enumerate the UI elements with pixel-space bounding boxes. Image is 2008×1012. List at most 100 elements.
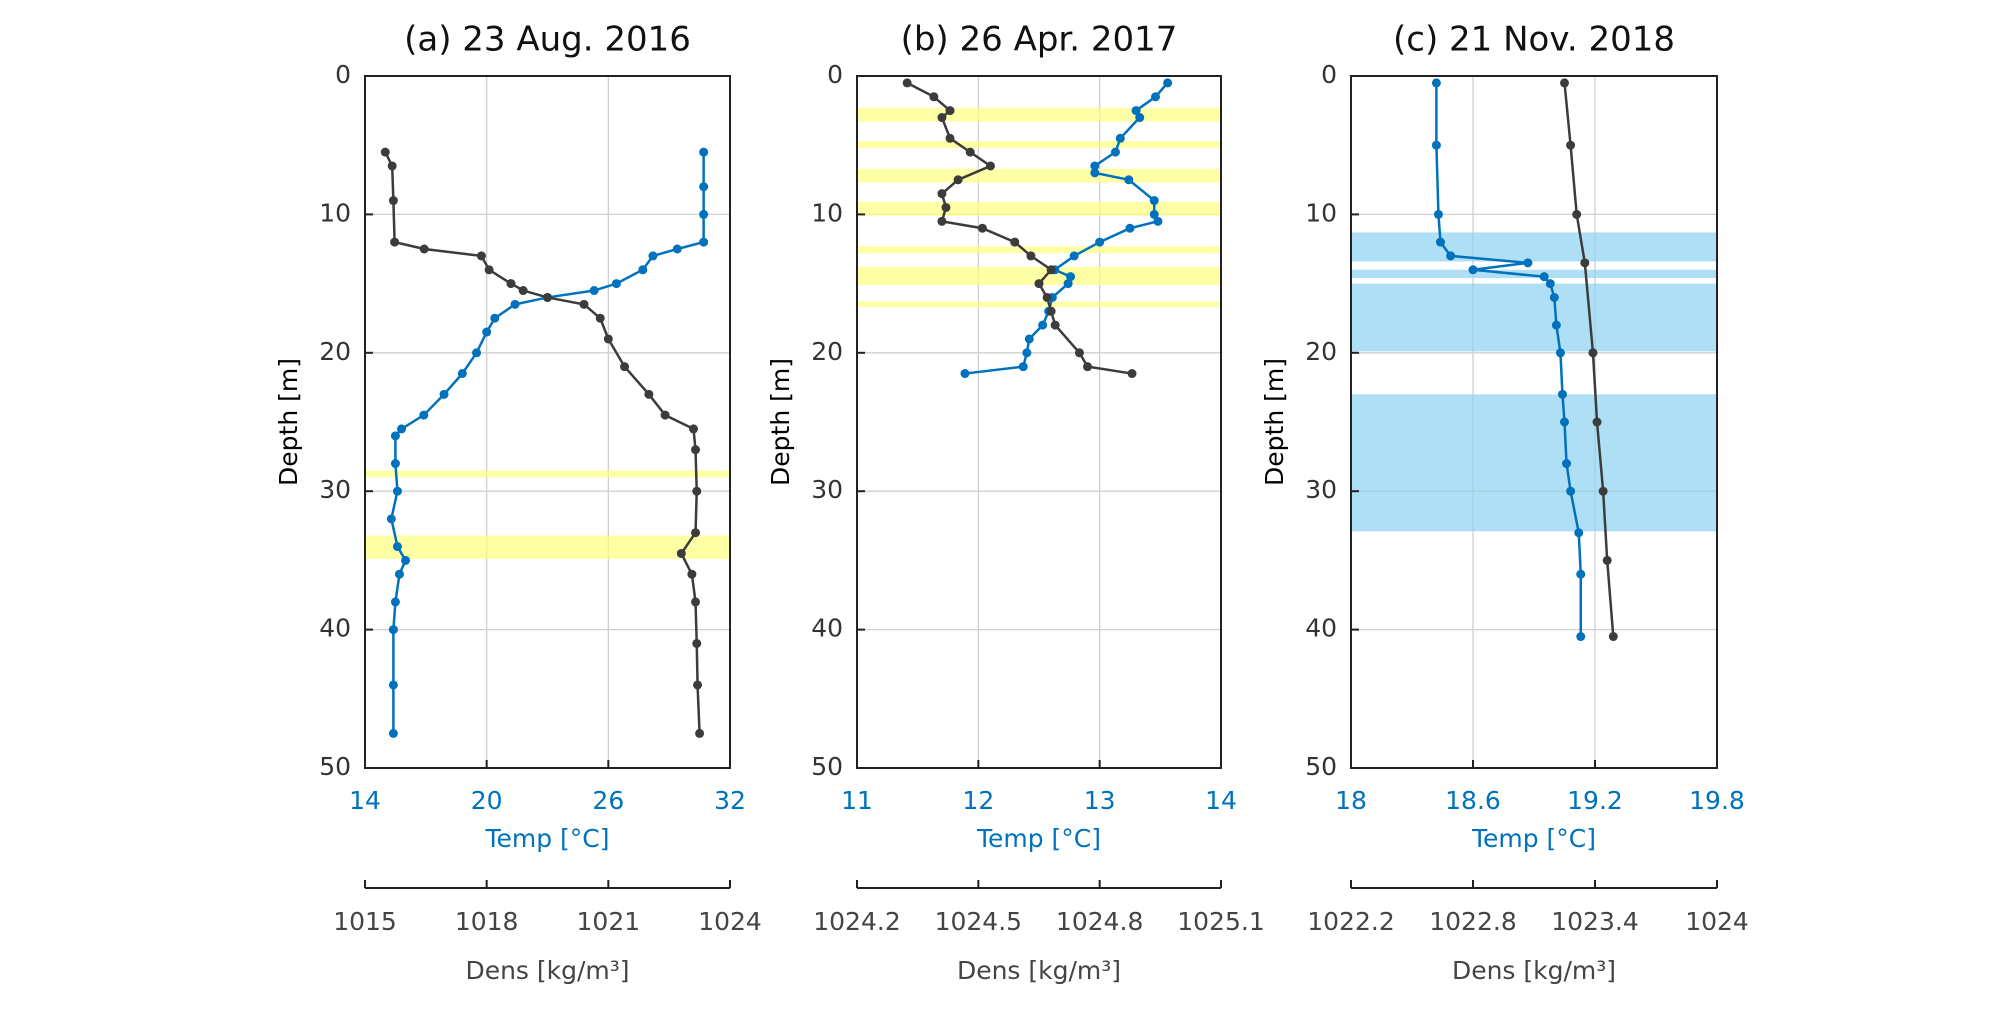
plot-frame [364, 75, 731, 769]
profile-point [611, 279, 621, 289]
highlight-band [857, 246, 1221, 254]
x-axis-label: Temp [°C] [1471, 824, 1596, 853]
highlight-band [857, 141, 1221, 148]
profile-point [419, 410, 429, 420]
profile-point [1125, 223, 1135, 233]
profile-point [472, 348, 482, 358]
profile-point [390, 597, 400, 607]
profile-point [699, 209, 709, 219]
profile-point [1038, 320, 1048, 330]
profile-point [1066, 272, 1076, 282]
y-tick-label: 0 [335, 60, 351, 89]
profile-point [1592, 417, 1602, 427]
profile-point [1539, 272, 1549, 282]
profile-point [1468, 265, 1478, 275]
profile-point [937, 216, 947, 226]
profile-point [620, 362, 630, 372]
highlight-band [1351, 232, 1717, 262]
profile-point [1560, 78, 1569, 88]
profile-point [648, 251, 658, 261]
plot-frame [856, 75, 1222, 769]
profile-point [490, 313, 500, 323]
profile-point [579, 299, 589, 309]
profile-point [1549, 292, 1559, 302]
y-tick-label: 30 [811, 475, 843, 504]
profile-point [693, 680, 703, 690]
y-tick-label: 40 [811, 614, 843, 643]
y-tick-label: 40 [319, 614, 351, 643]
profile-point [506, 279, 516, 289]
chart-title: (b) 26 Apr. 2017 [901, 20, 1178, 60]
profile-point [1083, 362, 1093, 372]
profile-point [1149, 209, 1159, 219]
profile-point [1163, 78, 1173, 88]
profile-point [419, 244, 429, 254]
profile-line [390, 152, 705, 734]
profile-point [401, 555, 411, 565]
profile-point [388, 680, 398, 690]
profile-point [1022, 348, 1032, 358]
y-tick-label: 0 [1321, 60, 1337, 89]
profile-point [672, 244, 682, 254]
profile-point [1069, 251, 1079, 261]
profile-point [1608, 632, 1618, 642]
profile-point [1050, 320, 1060, 330]
profile-point [644, 389, 654, 399]
profile-point [1555, 348, 1565, 358]
highlight-band [857, 107, 1221, 122]
x2-tick-label: 1023.4 [1551, 907, 1638, 936]
y-tick-label: 40 [1305, 614, 1337, 643]
profile-point [699, 147, 709, 157]
profile-point [388, 625, 398, 635]
profile-point [1598, 486, 1608, 496]
profile-line [1563, 82, 1615, 637]
chart-title: (a) 23 Aug. 2016 [404, 20, 691, 60]
highlight-band [857, 201, 1221, 216]
profile-point [1063, 279, 1073, 289]
profile-point [1557, 389, 1567, 399]
profile-point [691, 528, 701, 538]
profile-point [386, 514, 396, 524]
profile-point [543, 292, 552, 302]
x2-tick-label: 1022.8 [1429, 907, 1516, 936]
x2-axis-label: Dens [kg/m³] [465, 956, 629, 985]
profile-point [937, 113, 947, 123]
x2-tick-label: 1024.2 [813, 907, 900, 936]
profile-point [1135, 113, 1145, 123]
profile-point [476, 251, 486, 261]
highlight-band [365, 535, 730, 560]
x-axis-label: Temp [°C] [484, 824, 609, 853]
profile-point [1110, 147, 1120, 157]
x-tick-label: 11 [841, 786, 873, 815]
profile-point [387, 161, 397, 171]
profile-point [392, 486, 402, 496]
profile-point [1090, 168, 1100, 178]
profile-point [1046, 265, 1056, 275]
profile-point [960, 369, 970, 379]
profile-point [945, 133, 955, 143]
profile-point [1588, 348, 1598, 358]
profile-point [390, 431, 400, 441]
profile-point [929, 92, 939, 102]
profile-point [965, 147, 975, 157]
profile-point [1523, 258, 1533, 268]
profile-point [390, 237, 400, 247]
profile-point [1018, 362, 1028, 372]
x-tick-label: 14 [1205, 786, 1237, 815]
highlight-band [1351, 394, 1717, 532]
profile-point [676, 548, 686, 558]
profile-point [1431, 78, 1441, 88]
profile-point [1572, 209, 1582, 219]
y-axis-label: Depth [m] [1260, 358, 1289, 486]
profile-point [1124, 175, 1134, 185]
y-tick-label: 0 [827, 60, 843, 89]
profile-point [1042, 292, 1052, 302]
x-tick-label: 18 [1335, 786, 1367, 815]
profile-point [699, 182, 709, 192]
profile-line [906, 81, 1133, 375]
profile-point [1431, 140, 1441, 150]
profile-point [1574, 528, 1584, 538]
profile-point [695, 728, 705, 738]
profile-point [1026, 251, 1036, 261]
x-tick-label: 32 [714, 786, 746, 815]
